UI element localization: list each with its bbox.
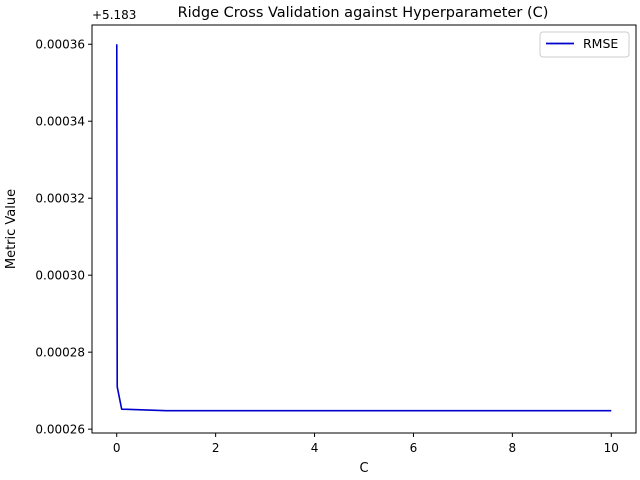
x-tick-label: 2	[212, 441, 220, 455]
y-tick-label: 0.00030	[35, 269, 85, 283]
legend-label-rmse: RMSE	[583, 36, 618, 51]
x-axis: 0 2 4 6 8 10	[113, 433, 619, 455]
y-axis: 0.00026 0.00028 0.00030 0.00032 0.00034 0.000…	[35, 38, 92, 437]
y-tick-label: 0.00032	[35, 192, 85, 206]
legend: RMSE	[539, 31, 630, 58]
x-tick-label: 4	[311, 441, 319, 455]
series-layer	[115, 44, 612, 412]
y-tick-label: 0.00028	[35, 346, 85, 360]
x-tick-label: 6	[410, 441, 418, 455]
legend-box	[539, 31, 630, 58]
x-tick-label: 10	[604, 441, 619, 455]
y-axis-label: Metric Value	[4, 189, 19, 269]
y-tick-label: 0.00026	[35, 423, 85, 437]
y-tick-label: 0.00036	[35, 38, 85, 52]
x-tick-label: 8	[509, 441, 517, 455]
chart-title: Ridge Cross Validation against Hyperpara…	[178, 5, 549, 21]
series-line-rmse	[115, 44, 612, 412]
y-tick-label: 0.00034	[35, 115, 85, 129]
x-tick-label: 0	[113, 441, 121, 455]
x-axis-label: C	[359, 461, 368, 476]
y-offset-label: +5.183	[92, 8, 136, 22]
plot-area	[91, 24, 637, 434]
